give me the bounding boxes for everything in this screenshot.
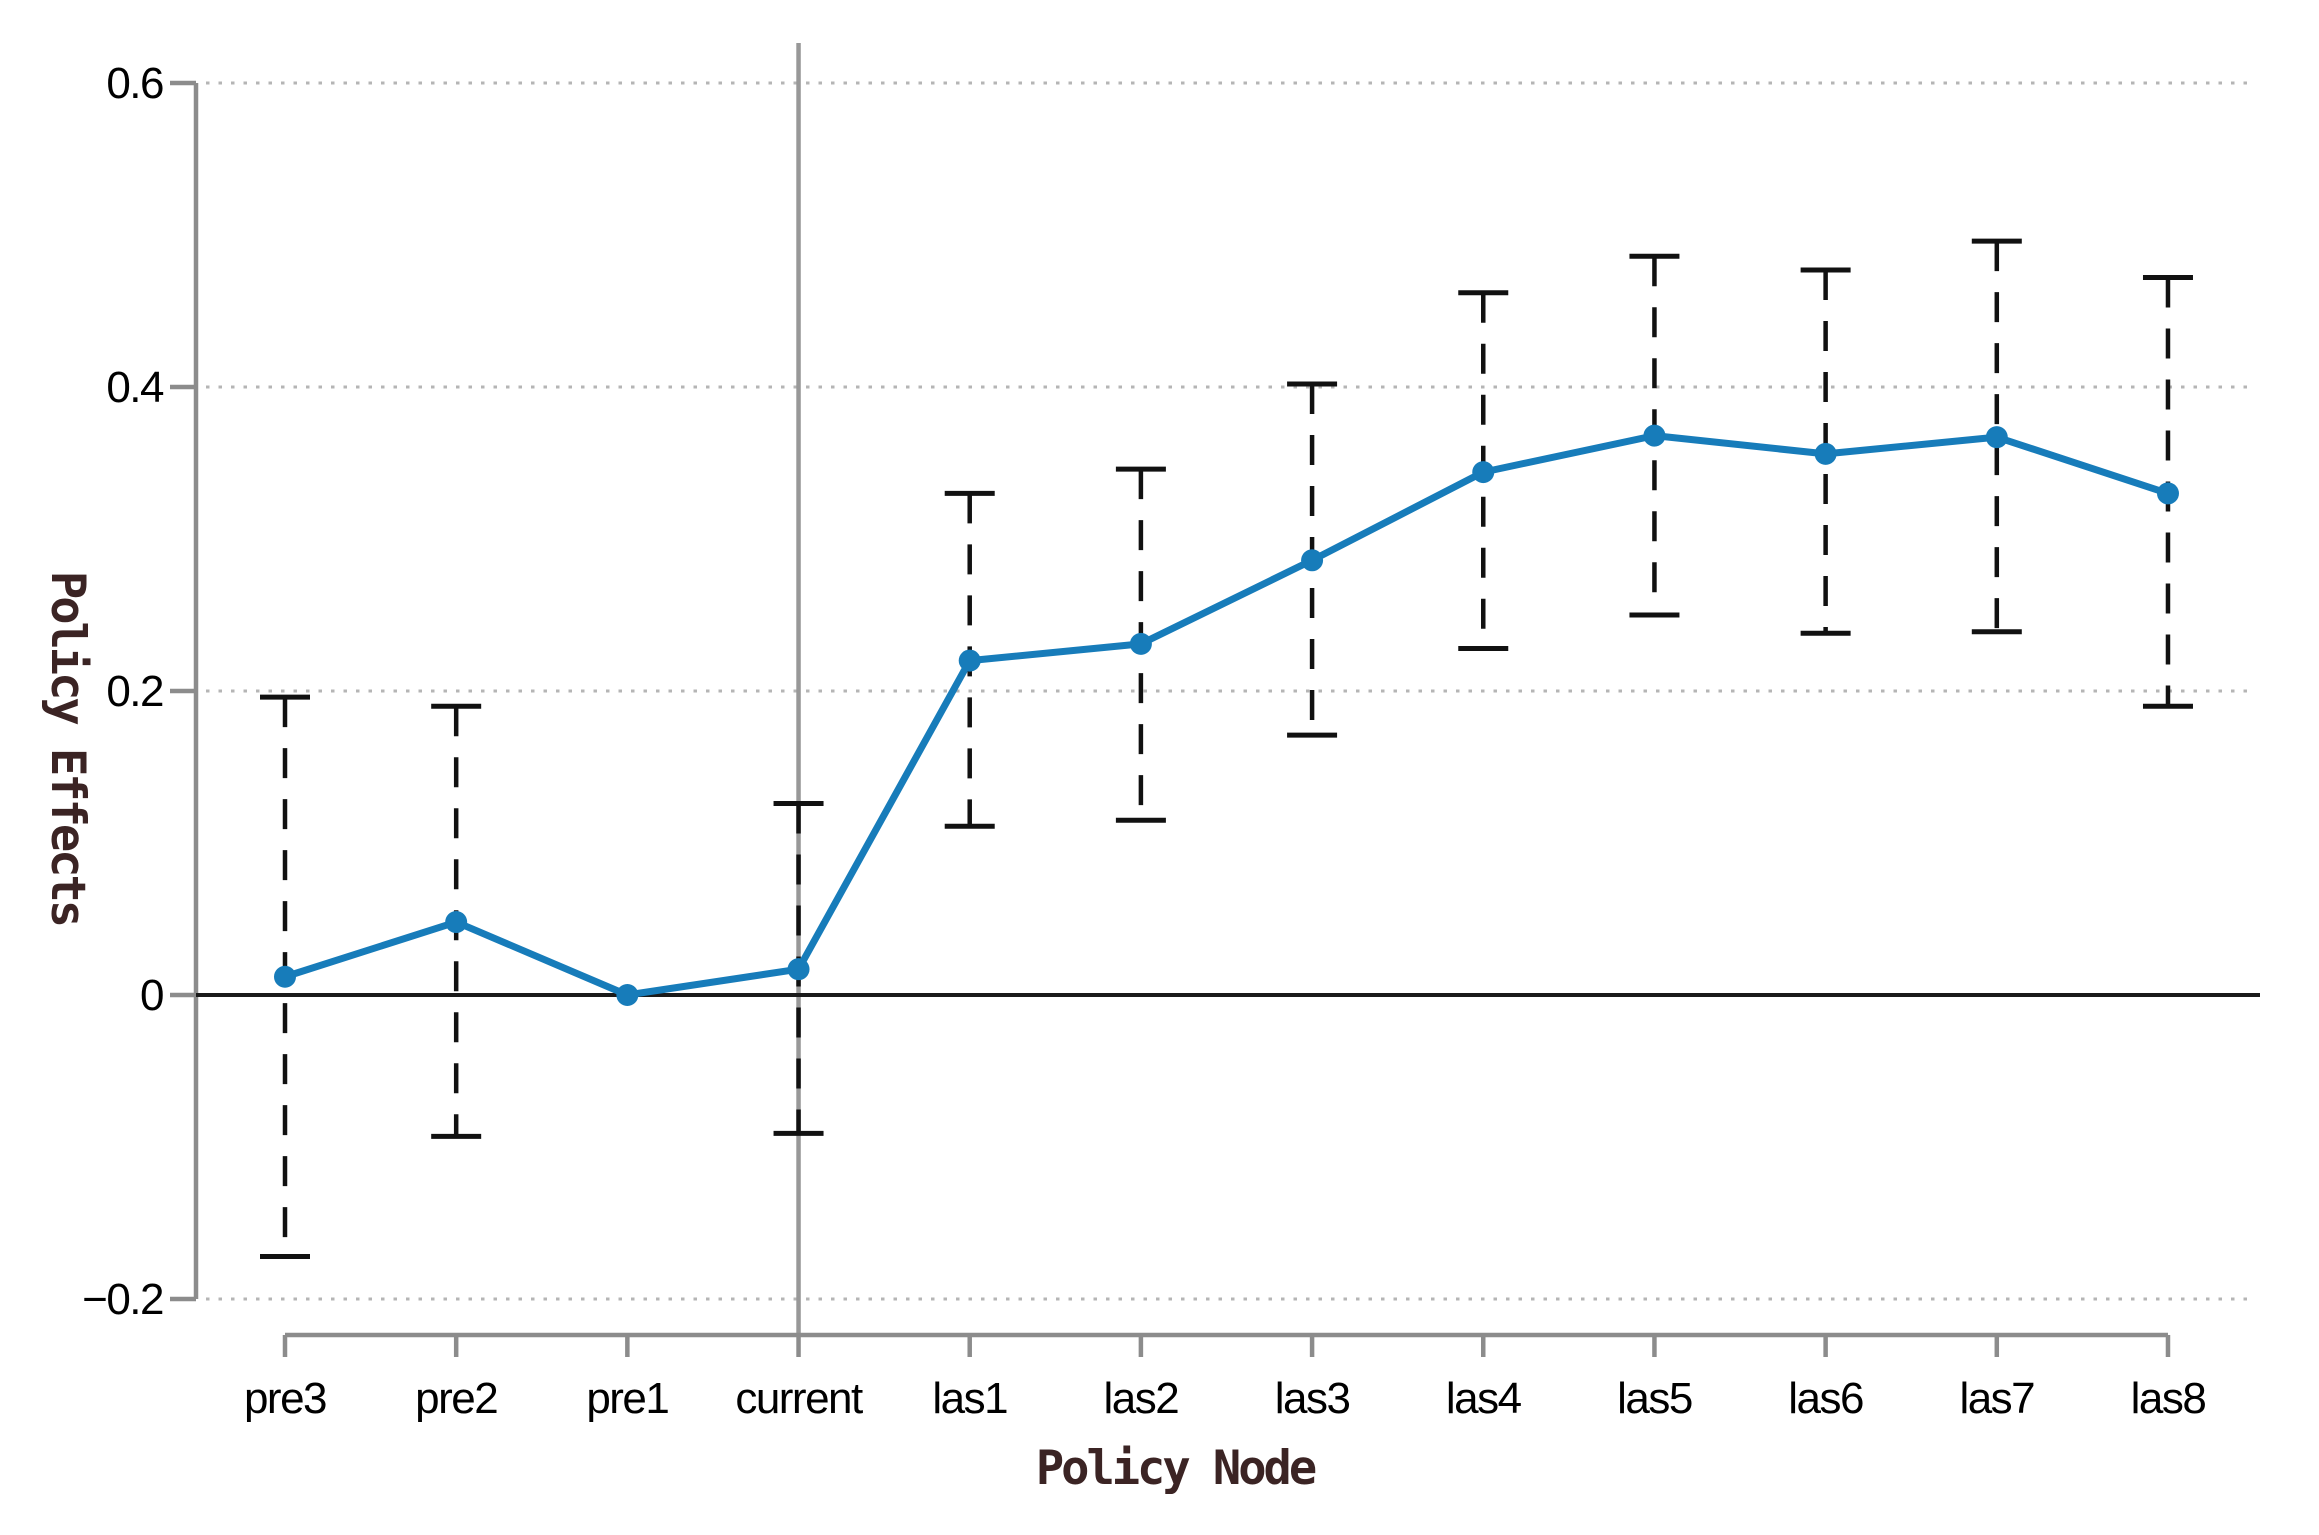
data-point xyxy=(1129,632,1152,655)
data-point xyxy=(787,958,810,981)
x-category-label: las1 xyxy=(932,1374,1007,1423)
y-tick-label: 0.4 xyxy=(106,363,164,412)
data-point xyxy=(445,911,468,934)
data-point xyxy=(1301,549,1324,572)
y-axis-title: Policy Effects xyxy=(40,571,95,925)
data-point xyxy=(2156,482,2179,505)
axis-label-layer: 0.6 0.4 0.2 0 −0.2 pre3 pre2 pre1 current las1 las… xyxy=(82,59,2207,1423)
data-layer xyxy=(260,238,2193,1259)
x-category-label: las4 xyxy=(1446,1374,1522,1423)
x-category-label: pre1 xyxy=(586,1374,668,1423)
x-category-label: las2 xyxy=(1104,1374,1179,1423)
data-point xyxy=(1814,442,1837,465)
x-category-label: las8 xyxy=(2131,1374,2206,1423)
x-category-label: las5 xyxy=(1617,1374,1692,1423)
x-category-label: las7 xyxy=(1959,1374,2034,1423)
y-tick-label: −0.2 xyxy=(82,1275,163,1324)
x-category-label: current xyxy=(735,1374,863,1423)
axes-layer xyxy=(170,80,2260,1357)
x-category-label: pre3 xyxy=(244,1374,326,1423)
data-point xyxy=(1985,426,2008,449)
y-tick-label: 0.2 xyxy=(106,667,163,716)
data-point xyxy=(958,649,981,672)
x-category-label: las3 xyxy=(1275,1374,1350,1423)
x-category-label: pre2 xyxy=(415,1374,497,1423)
trend-line xyxy=(281,432,2172,999)
x-axis-title: Policy Node xyxy=(1036,1441,1316,1496)
data-point xyxy=(1643,424,1666,447)
data-point xyxy=(616,984,639,1006)
data-point xyxy=(274,965,296,988)
x-category-label: las6 xyxy=(1788,1374,1863,1423)
y-tick-label: 0.6 xyxy=(106,59,163,108)
y-tick-label: 0 xyxy=(140,971,163,1020)
data-point xyxy=(1472,461,1495,484)
gridline-layer xyxy=(206,43,2252,1335)
